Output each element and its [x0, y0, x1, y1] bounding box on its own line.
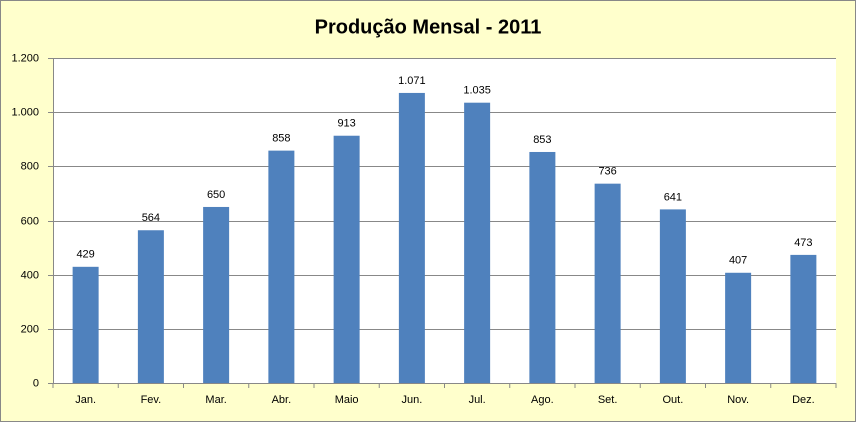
data-label: 853 — [533, 134, 551, 146]
y-tick-label: 800 — [21, 160, 39, 172]
y-tick-label: 200 — [21, 323, 39, 335]
x-tick-label: Maio — [335, 394, 359, 406]
data-label: 564 — [142, 212, 160, 224]
bar — [594, 183, 621, 383]
data-label: 473 — [794, 237, 812, 249]
y-tick-label: 1.200 — [11, 52, 39, 64]
y-tick-label: 1.000 — [11, 106, 39, 118]
data-label: 736 — [598, 166, 616, 178]
data-label: 1.071 — [398, 75, 426, 87]
x-tick-label: Fev. — [141, 394, 162, 406]
x-tick-label: Set. — [598, 394, 618, 406]
bar — [333, 135, 360, 383]
y-tick-label: 600 — [21, 215, 39, 227]
x-tick-label: Ago. — [531, 394, 554, 406]
data-label: 913 — [337, 118, 355, 130]
x-tick-label: Abr. — [272, 394, 292, 406]
bar — [659, 209, 686, 383]
bar — [72, 266, 99, 383]
bar — [203, 206, 230, 383]
x-tick-label: Jan. — [75, 394, 96, 406]
data-label: 858 — [272, 133, 290, 145]
x-tick-label: Nov. — [727, 394, 749, 406]
bar — [725, 272, 752, 383]
data-label: 641 — [664, 191, 682, 203]
bar — [137, 230, 164, 383]
y-tick-label: 400 — [21, 269, 39, 281]
chart-title: Produção Mensal - 2011 — [315, 16, 542, 38]
data-label: 1.035 — [463, 85, 491, 97]
bar — [464, 102, 491, 383]
x-tick-label: Mar. — [205, 394, 226, 406]
y-tick-label: 0 — [33, 377, 39, 389]
data-label: 650 — [207, 189, 225, 201]
data-label: 429 — [76, 249, 94, 261]
bar — [268, 150, 295, 383]
bar — [529, 151, 556, 383]
x-tick-label: Jun. — [401, 394, 422, 406]
x-tick-label: Jul. — [469, 394, 486, 406]
x-tick-label: Out. — [662, 394, 683, 406]
bar — [790, 254, 817, 383]
data-label: 407 — [729, 255, 747, 267]
bar — [398, 92, 425, 383]
x-tick-label: Dez. — [792, 394, 815, 406]
plot-area — [53, 58, 836, 383]
